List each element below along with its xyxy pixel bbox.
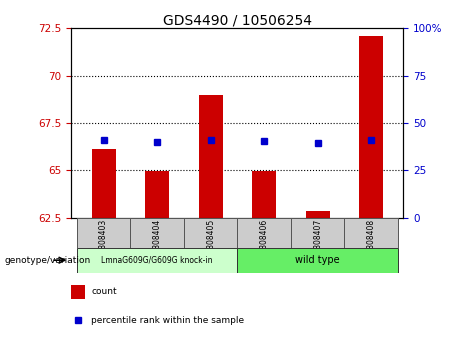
Bar [92, 149, 116, 218]
Text: percentile rank within the sample: percentile rank within the sample [91, 316, 244, 325]
Bar [344, 218, 398, 248]
Bar [71, 285, 85, 299]
Bar [145, 171, 169, 218]
Bar [237, 248, 398, 273]
Text: LmnaG609G/G609G knock-in: LmnaG609G/G609G knock-in [101, 256, 213, 265]
Text: GSM808406: GSM808406 [260, 219, 269, 266]
Text: GSM808403: GSM808403 [99, 219, 108, 266]
Bar [359, 36, 383, 218]
Text: GSM808407: GSM808407 [313, 219, 322, 266]
Text: count: count [91, 287, 117, 297]
Bar [237, 218, 291, 248]
Bar [184, 218, 237, 248]
Bar [252, 171, 276, 218]
Title: GDS4490 / 10506254: GDS4490 / 10506254 [163, 13, 312, 27]
Text: GSM808404: GSM808404 [153, 219, 162, 266]
Bar [130, 218, 184, 248]
Bar [291, 218, 344, 248]
Text: GSM808405: GSM808405 [206, 219, 215, 266]
Text: GSM808408: GSM808408 [367, 219, 376, 266]
Bar [306, 211, 330, 218]
Text: wild type: wild type [296, 255, 340, 265]
Bar [199, 95, 223, 218]
Text: genotype/variation: genotype/variation [5, 256, 91, 265]
Bar [77, 248, 237, 273]
Bar [77, 218, 130, 248]
